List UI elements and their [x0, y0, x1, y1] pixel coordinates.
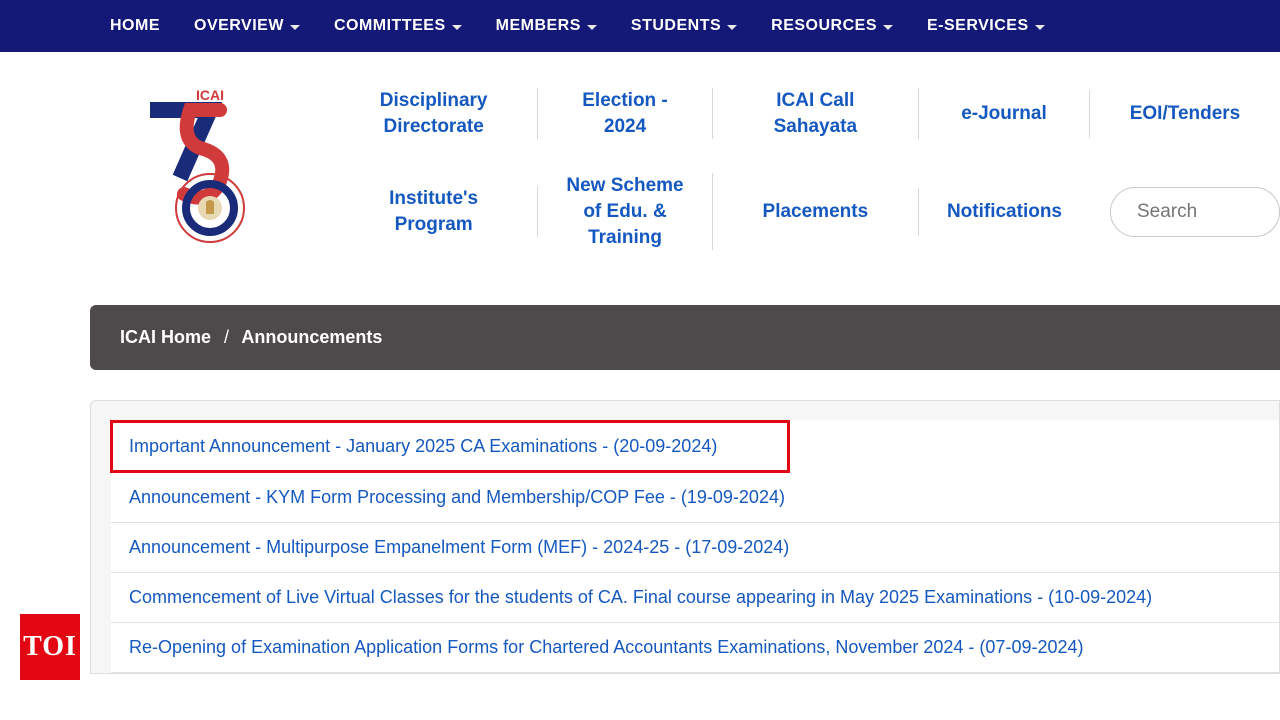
icai-75-logo-icon: ICAI [140, 78, 280, 248]
sub-header: ICAI Disciplinary Directorate Election -… [0, 52, 1280, 273]
svg-text:ICAI: ICAI [196, 87, 224, 103]
nav-label: HOME [110, 17, 160, 35]
top-nav: HOME OVERVIEW COMMITTEES MEMBERS STUDENT… [0, 0, 1280, 52]
announcement-link[interactable]: Important Announcement - January 2025 CA… [110, 420, 790, 473]
breadcrumb-home[interactable]: ICAI Home [120, 327, 211, 347]
nav-members[interactable]: MEMBERS [496, 17, 597, 35]
chevron-down-icon [883, 25, 893, 30]
nav-home[interactable]: HOME [110, 17, 160, 35]
link-sahayata[interactable]: ICAI Call Sahayata [713, 88, 919, 139]
breadcrumb-current: Announcements [241, 327, 382, 347]
announcement-link[interactable]: Announcement - KYM Form Processing and M… [111, 473, 1279, 523]
nav-overview[interactable]: OVERVIEW [194, 17, 300, 35]
chevron-down-icon [587, 25, 597, 30]
nav-eservices[interactable]: E-SERVICES [927, 17, 1045, 35]
nav-committees[interactable]: COMMITTEES [334, 17, 462, 35]
chevron-down-icon [452, 25, 462, 30]
link-election[interactable]: Election - 2024 [538, 88, 712, 139]
announcement-link[interactable]: Commencement of Live Virtual Classes for… [111, 573, 1279, 623]
nav-label: E-SERVICES [927, 17, 1029, 35]
link-program[interactable]: Institute's Program [330, 186, 538, 237]
quick-links: Disciplinary Directorate Election - 2024… [310, 78, 1280, 250]
nav-label: RESOURCES [771, 17, 877, 35]
breadcrumb-sep: / [216, 327, 237, 347]
chevron-down-icon [727, 25, 737, 30]
link-eoi[interactable]: EOI/Tenders [1090, 90, 1280, 138]
announcement-link[interactable]: Announcement - Multipurpose Empanelment … [111, 523, 1279, 573]
nav-resources[interactable]: RESOURCES [771, 17, 893, 35]
toi-watermark: TOI [20, 614, 80, 680]
nav-students[interactable]: STUDENTS [631, 17, 737, 35]
nav-label: COMMITTEES [334, 17, 446, 35]
link-placements[interactable]: Placements [713, 188, 919, 236]
announcement-list: Important Announcement - January 2025 CA… [111, 420, 1279, 673]
content: Important Announcement - January 2025 CA… [90, 400, 1280, 674]
link-scheme[interactable]: New Scheme of Edu. & Training [538, 173, 712, 250]
link-disciplinary[interactable]: Disciplinary Directorate [330, 88, 538, 139]
search-input[interactable] [1110, 187, 1280, 237]
logo[interactable]: ICAI [140, 78, 280, 253]
nav-label: MEMBERS [496, 17, 581, 35]
chevron-down-icon [1035, 25, 1045, 30]
link-ejournal[interactable]: e-Journal [919, 90, 1090, 138]
nav-label: OVERVIEW [194, 17, 284, 35]
link-notifications[interactable]: Notifications [919, 188, 1090, 236]
breadcrumb: ICAI Home / Announcements [90, 305, 1280, 370]
nav-label: STUDENTS [631, 17, 721, 35]
announcement-link[interactable]: Re-Opening of Examination Application Fo… [111, 623, 1279, 673]
chevron-down-icon [290, 25, 300, 30]
